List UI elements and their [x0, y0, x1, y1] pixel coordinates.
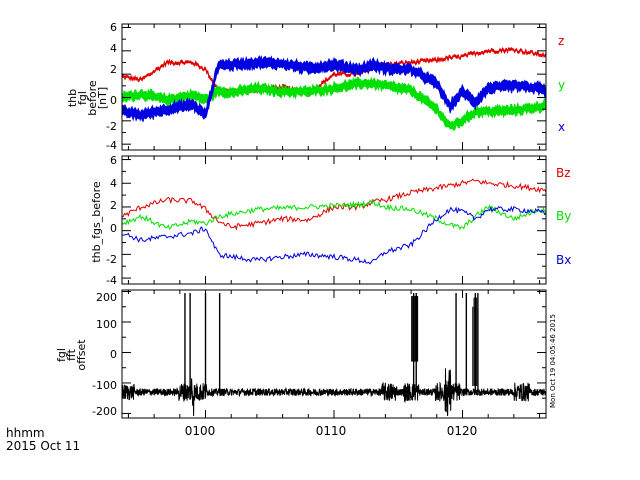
- xtick-0120: 0120: [447, 424, 478, 438]
- panel-fgl-ytick-6: 6: [110, 21, 117, 34]
- xtick-0100: 0100: [185, 424, 216, 438]
- panel-fgl-data: [121, 46, 547, 132]
- panel-offset-ticks: [122, 290, 546, 418]
- panel-offset: fgl fft offset 200 100 0 -100 -200 Mon O…: [55, 289, 557, 419]
- panel-fgl-ylabel-line-1: thb: [66, 89, 79, 107]
- panel-fgl: thb fgl before [nT] 6 4 2 0 -2 -4 z y x: [66, 21, 565, 152]
- panel-fgs-data: [121, 178, 547, 265]
- panel-fgl-ytick-0: 0: [110, 94, 117, 107]
- legend-by-label: By: [556, 209, 571, 223]
- panel-fgs-ytick-6: 6: [110, 154, 117, 167]
- panel-fgl-ytick-m4: -4: [106, 139, 117, 152]
- panel-fgs-frame: [121, 155, 547, 285]
- panel-offset-ylabel-line-3: offset: [75, 339, 88, 371]
- panel-fgs-ytick-4: 4: [110, 177, 117, 190]
- series-By-line: [121, 199, 547, 230]
- legend-x-label: x: [558, 120, 565, 134]
- panel-fgl-ytick-m2: -2: [106, 120, 117, 133]
- legend-y-label: y: [558, 78, 565, 92]
- panel-fgs: thb_fgs_before 6 4 2 0 -2 -4 Bz By Bx: [90, 154, 571, 287]
- panel-fgs-ytick-2: 2: [110, 199, 117, 212]
- series-Bx-line: [121, 205, 547, 265]
- panel-fgl-ytick-2: 2: [110, 63, 117, 76]
- panel-offset-ytick-100: 100: [96, 318, 117, 331]
- panel-fgs-ytick-m2: -2: [106, 253, 117, 266]
- panel-fgs-ytick-m4: -4: [106, 274, 117, 287]
- legend-bz-label: Bz: [556, 166, 571, 180]
- panel-fgl-ylabel-line-4: [nT]: [96, 87, 109, 109]
- panel-offset-ytick-200: 200: [96, 291, 117, 304]
- xtick-0110: 0110: [316, 424, 347, 438]
- legend-bx-label: Bx: [556, 253, 571, 267]
- panel-offset-ylabel-line-1: fgl: [55, 348, 68, 362]
- panel-offset-ytick-m100: -100: [92, 379, 117, 392]
- time-format-label: hhmm: [6, 426, 45, 440]
- panel-fgl-ytick-4: 4: [110, 42, 117, 55]
- time-axis: 0100 0110 0120 hhmm 2015 Oct 11: [6, 424, 477, 453]
- panel-offset-ytick-m200: -200: [92, 405, 117, 418]
- panel-fgl-ticks: [122, 24, 546, 150]
- panel-fgs-ticks: [122, 156, 546, 284]
- panel-fgl-ylabel-line-2: fgl: [76, 91, 89, 105]
- series-Bz-line: [121, 178, 547, 231]
- panel-fgs-ylabel: thb_fgs_before: [90, 181, 103, 262]
- panel-fgl-ylabel-line-3: before: [86, 80, 99, 116]
- panel-fgs-ytick-0: 0: [110, 222, 117, 235]
- panel-offset-ytick-0: 0: [110, 348, 117, 361]
- panel-offset-data: [121, 293, 547, 417]
- date-label: 2015 Oct 11: [6, 439, 80, 453]
- panel-offset-ylabel-line-2: fft: [65, 348, 78, 361]
- legend-z-label: z: [558, 34, 564, 48]
- timestamp-label: Mon Oct 19 04:05:46 2015: [549, 314, 557, 408]
